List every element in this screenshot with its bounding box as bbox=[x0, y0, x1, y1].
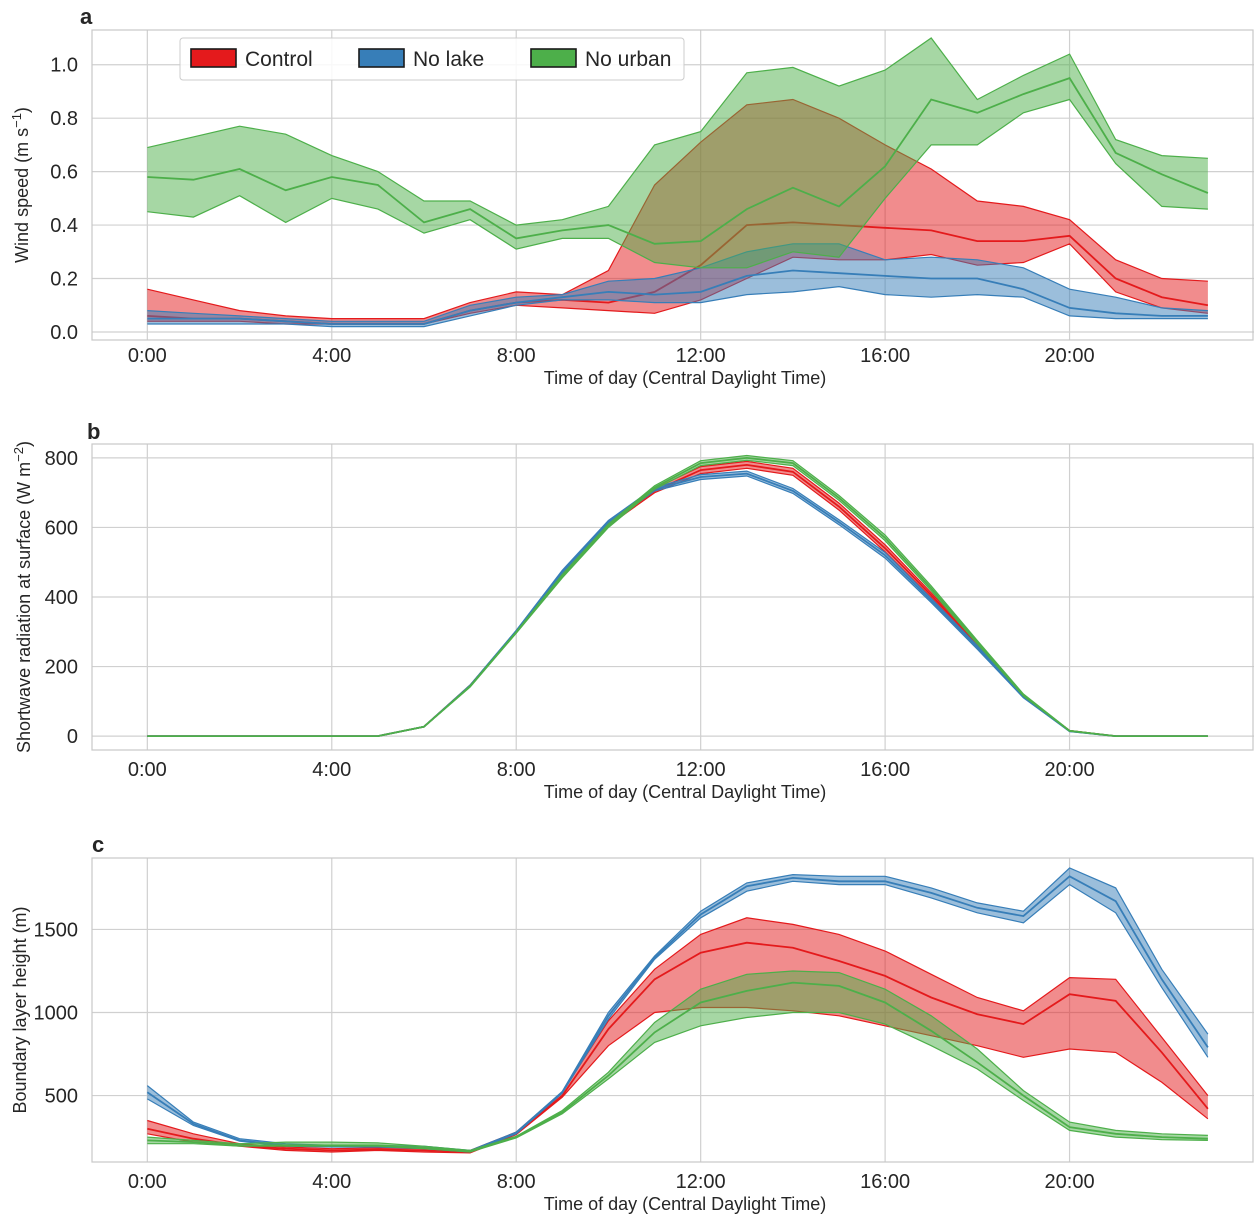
y-tick-label: 200 bbox=[45, 657, 78, 679]
legend-item-no-lake: No lake bbox=[358, 48, 484, 71]
no-lake-lower-line bbox=[147, 285, 1208, 328]
no-urban-upper-line bbox=[147, 37, 1208, 226]
control-swatch bbox=[190, 48, 237, 68]
x-tick-label: 4:00 bbox=[312, 1171, 351, 1193]
series-no-urban bbox=[147, 454, 1208, 737]
y-axis-label-main: Wind speed (m s bbox=[12, 128, 32, 263]
y-tick-label: 800 bbox=[45, 448, 78, 470]
series-control bbox=[147, 460, 1208, 737]
y-axis-label-close: ) bbox=[12, 107, 32, 113]
y-tick-label: 0.4 bbox=[50, 215, 78, 237]
legend: Control No lake No urban bbox=[179, 37, 685, 81]
y-tick-label: 0.6 bbox=[50, 162, 78, 184]
no-lake-upper-line bbox=[147, 243, 1208, 322]
no-lake-range-band bbox=[147, 243, 1208, 327]
control-mean-line bbox=[147, 463, 1208, 737]
no-urban-mean-line bbox=[147, 981, 1208, 1153]
y-axis-label-main: Shortwave radiation at surface (W m bbox=[14, 462, 34, 753]
no-urban-mean-line bbox=[147, 77, 1209, 245]
panel-label: b bbox=[87, 419, 100, 444]
no-urban-upper-line bbox=[147, 970, 1208, 1152]
x-tick-label: 12:00 bbox=[676, 345, 726, 367]
x-tick-label: 0:00 bbox=[128, 345, 167, 367]
no-lake-range-band bbox=[147, 471, 1208, 737]
x-axis-label: Time of day (Central Daylight Time) bbox=[544, 1194, 826, 1214]
y-axis-label: Boundary layer height (m) bbox=[10, 906, 30, 1113]
legend-label: No urban bbox=[585, 48, 671, 71]
x-tick-label: 4:00 bbox=[312, 345, 351, 367]
y-axis-label-close: ) bbox=[14, 441, 34, 447]
control-upper-line bbox=[147, 917, 1209, 1152]
panel-c: 0:00 4:00 8:00 12:00 16:00 20:00 500 1000 1500 Ti… bbox=[10, 832, 1254, 1214]
y-tick-label: 600 bbox=[45, 517, 78, 539]
x-axis-label: Time of day (Central Daylight Time) bbox=[544, 782, 826, 802]
series-no-lake bbox=[147, 470, 1208, 737]
no-urban-upper-line bbox=[147, 454, 1208, 737]
control-range-band bbox=[147, 461, 1208, 737]
series-no-urban bbox=[147, 970, 1208, 1153]
no-lake-range-band bbox=[147, 868, 1208, 1152]
x-axis-label: Time of day (Central Daylight Time) bbox=[544, 368, 826, 388]
series-no-lake bbox=[147, 243, 1208, 328]
legend-label: Control bbox=[245, 48, 313, 71]
no-lake-mean-line bbox=[147, 269, 1208, 325]
x-tick-label: 20:00 bbox=[1045, 345, 1095, 367]
panel-b: 0:00 4:00 8:00 12:00 16:00 20:00 0 200 400 600 800… bbox=[11, 419, 1254, 802]
y-axis-label-exponent: −1 bbox=[9, 113, 24, 128]
no-urban-lower-line bbox=[147, 98, 1208, 269]
y-tick-label: 0.8 bbox=[50, 108, 78, 130]
y-axis-label-main: Boundary layer height (m) bbox=[10, 906, 30, 1113]
legend-item-control: Control bbox=[190, 48, 313, 71]
no-urban-mean-line bbox=[147, 456, 1208, 737]
no-urban-range-band bbox=[147, 455, 1208, 737]
x-tick-label: 20:00 bbox=[1045, 1171, 1095, 1193]
legend-label: No lake bbox=[413, 48, 484, 71]
y-axis-label-exponent: −2 bbox=[11, 447, 26, 462]
no-lake-lower-line bbox=[147, 475, 1208, 737]
no-urban-range-band bbox=[147, 38, 1208, 268]
x-tick-label: 8:00 bbox=[497, 345, 536, 367]
no-urban-swatch bbox=[530, 48, 577, 68]
y-tick-label: 1000 bbox=[34, 1002, 79, 1024]
x-tick-label: 4:00 bbox=[312, 759, 351, 781]
no-lake-swatch bbox=[358, 48, 405, 68]
y-tick-label: 500 bbox=[45, 1086, 78, 1108]
plot-frame bbox=[91, 857, 1254, 1163]
no-lake-upper-line bbox=[147, 470, 1208, 737]
y-tick-label: 0 bbox=[67, 726, 78, 748]
y-tick-label: 0.0 bbox=[50, 322, 78, 344]
x-tick-label: 12:00 bbox=[676, 759, 726, 781]
panel-label: a bbox=[80, 4, 93, 29]
y-axis-label: Wind speed (m s−1) bbox=[9, 107, 32, 263]
control-lower-line bbox=[147, 467, 1208, 737]
x-tick-label: 16:00 bbox=[860, 1171, 910, 1193]
no-urban-lower-line bbox=[147, 459, 1208, 737]
y-tick-label: 400 bbox=[45, 587, 78, 609]
x-tick-label: 12:00 bbox=[676, 1171, 726, 1193]
no-lake-mean-line bbox=[147, 472, 1208, 737]
panel-label: c bbox=[92, 832, 104, 857]
control-mean-line bbox=[147, 941, 1209, 1153]
x-tick-label: 16:00 bbox=[860, 759, 910, 781]
x-tick-label: 16:00 bbox=[860, 345, 910, 367]
control-upper-line bbox=[147, 460, 1208, 737]
y-tick-label: 0.2 bbox=[50, 269, 78, 291]
plot-frame bbox=[91, 29, 1254, 341]
x-tick-label: 8:00 bbox=[497, 759, 536, 781]
y-axis-label: Shortwave radiation at surface (W m−2) bbox=[11, 441, 34, 753]
y-tick-label: 1500 bbox=[34, 919, 79, 941]
x-tick-label: 0:00 bbox=[128, 759, 167, 781]
control-range-band bbox=[147, 917, 1208, 1153]
panel-a: 0:00 4:00 8:00 12:00 16:00 20:00 0.0 0.2 0.4 0.6 0… bbox=[9, 4, 1254, 388]
x-tick-label: 8:00 bbox=[497, 1171, 536, 1193]
gridlines bbox=[92, 444, 1254, 750]
x-tick-label: 20:00 bbox=[1045, 759, 1095, 781]
series-no-urban bbox=[147, 37, 1209, 269]
plot-frame bbox=[91, 443, 1254, 751]
no-urban-range-band bbox=[147, 971, 1208, 1152]
legend-item-no-urban: No urban bbox=[530, 48, 671, 71]
x-tick-label: 0:00 bbox=[128, 1171, 167, 1193]
y-tick-label: 1.0 bbox=[50, 55, 78, 77]
